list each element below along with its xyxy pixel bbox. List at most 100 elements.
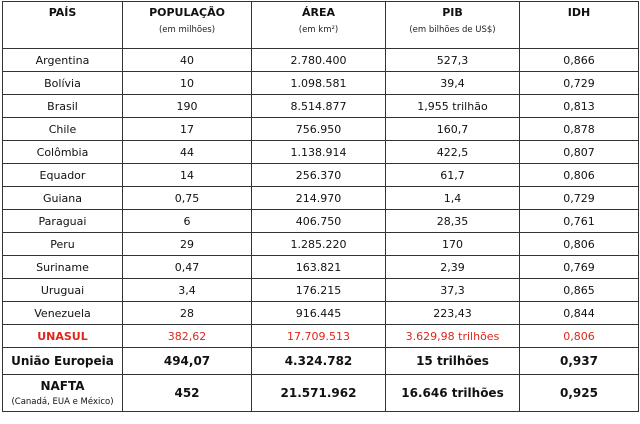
table-header: PAÍS POPULAÇÃO (em milhões) ÁREA (em km²) … bbox=[2, 1, 639, 49]
cell-gdp: 28,35 bbox=[385, 209, 520, 233]
cell-country: Chile bbox=[2, 117, 123, 141]
table-row: Peru 29 1.285.220 170 0,806 bbox=[2, 232, 639, 256]
cell-population: 190 bbox=[122, 94, 252, 118]
nafta-title: NAFTA bbox=[40, 379, 85, 393]
cell-unasul-name: UNASUL bbox=[2, 324, 123, 348]
cell-gdp: 223,43 bbox=[385, 301, 520, 325]
cell-population: 44 bbox=[122, 140, 252, 164]
cell-hdi: 0,807 bbox=[519, 140, 639, 164]
header-populacao-title: POPULAÇÃO bbox=[149, 6, 225, 19]
header-populacao: POPULAÇÃO (em milhões) bbox=[122, 1, 252, 49]
unasul-row: UNASUL 382,62 17.709.513 3.629,98 trilhões 0… bbox=[2, 324, 639, 348]
cell-population: 17 bbox=[122, 117, 252, 141]
cell-area: 256.370 bbox=[251, 163, 386, 187]
table-row: Paraguai 6 406.750 28,35 0,761 bbox=[2, 209, 639, 233]
cell-hdi: 0,878 bbox=[519, 117, 639, 141]
table-row: Equador 14 256.370 61,7 0,806 bbox=[2, 163, 639, 187]
table-row: Venezuela 28 916.445 223,43 0,844 bbox=[2, 301, 639, 325]
cell-country: Uruguai bbox=[2, 278, 123, 302]
cell-unasul-hdi: 0,806 bbox=[519, 324, 639, 348]
ue-row: União Europeia 494,07 4.324.782 15 trilhões… bbox=[2, 347, 639, 375]
cell-population: 0,47 bbox=[122, 255, 252, 279]
cell-ue-area: 4.324.782 bbox=[251, 347, 386, 375]
cell-area: 916.445 bbox=[251, 301, 386, 325]
header-row: PAÍS POPULAÇÃO (em milhões) ÁREA (em km²) … bbox=[2, 1, 639, 49]
cell-country: Peru bbox=[2, 232, 123, 256]
header-pais-title: PAÍS bbox=[48, 6, 77, 19]
header-pib-title: PIB bbox=[442, 6, 463, 19]
cell-gdp: 2,39 bbox=[385, 255, 520, 279]
cell-gdp: 39,4 bbox=[385, 71, 520, 95]
cell-population: 10 bbox=[122, 71, 252, 95]
header-populacao-unit: (em milhões) bbox=[158, 25, 216, 35]
cell-area: 756.950 bbox=[251, 117, 386, 141]
cell-ue-gdp: 15 trilhões bbox=[385, 347, 520, 375]
cell-country: Brasil bbox=[2, 94, 123, 118]
cell-ue-population: 494,07 bbox=[122, 347, 252, 375]
header-area-title: ÁREA bbox=[301, 6, 335, 19]
cell-gdp: 37,3 bbox=[385, 278, 520, 302]
table-container: PAÍS POPULAÇÃO (em milhões) ÁREA (em km²) … bbox=[2, 1, 639, 412]
table-row: Uruguai 3,4 176.215 37,3 0,865 bbox=[2, 278, 639, 302]
header-pib-unit: (em bilhões de US$) bbox=[409, 25, 496, 35]
cell-population: 14 bbox=[122, 163, 252, 187]
cell-area: 1.098.581 bbox=[251, 71, 386, 95]
cell-population: 28 bbox=[122, 301, 252, 325]
cell-unasul-gdp: 3.629,98 trilhões bbox=[385, 324, 520, 348]
cell-country: Suriname bbox=[2, 255, 123, 279]
table-row: Bolívia 10 1.098.581 39,4 0,729 bbox=[2, 71, 639, 95]
cell-gdp: 170 bbox=[385, 232, 520, 256]
cell-ue-hdi: 0,937 bbox=[519, 347, 639, 375]
cell-unasul-population: 382,62 bbox=[122, 324, 252, 348]
cell-hdi: 0,761 bbox=[519, 209, 639, 233]
cell-nafta-gdp: 16.646 trilhões bbox=[385, 374, 520, 412]
cell-gdp: 422,5 bbox=[385, 140, 520, 164]
table-row: Chile 17 756.950 160,7 0,878 bbox=[2, 117, 639, 141]
header-area-unit: (em km²) bbox=[298, 25, 339, 35]
cell-gdp: 61,7 bbox=[385, 163, 520, 187]
cell-area: 163.821 bbox=[251, 255, 386, 279]
cell-country: Argentina bbox=[2, 48, 123, 72]
cell-hdi: 0,769 bbox=[519, 255, 639, 279]
cell-country: Guiana bbox=[2, 186, 123, 210]
table-row: Brasil 190 8.514.877 1,955 trilhão 0,813 bbox=[2, 94, 639, 118]
cell-gdp: 1,955 trilhão bbox=[385, 94, 520, 118]
cell-hdi: 0,806 bbox=[519, 232, 639, 256]
table-body: Argentina 40 2.780.400 527,3 0,866 Bolívia 10… bbox=[2, 48, 639, 412]
table-row: Argentina 40 2.780.400 527,3 0,866 bbox=[2, 48, 639, 72]
cell-population: 3,4 bbox=[122, 278, 252, 302]
header-pais: PAÍS bbox=[2, 1, 123, 49]
cell-population: 0,75 bbox=[122, 186, 252, 210]
cell-area: 1.138.914 bbox=[251, 140, 386, 164]
header-idh: IDH bbox=[519, 1, 639, 49]
nafta-members: (Canadá, EUA e México) bbox=[11, 397, 114, 407]
header-idh-title: IDH bbox=[567, 6, 591, 19]
cell-population: 29 bbox=[122, 232, 252, 256]
nafta-row: NAFTA (Canadá, EUA e México) 452 21.571.962… bbox=[2, 374, 639, 412]
cell-ue-name: União Europeia bbox=[2, 347, 123, 375]
cell-area: 176.215 bbox=[251, 278, 386, 302]
cell-country: Bolívia bbox=[2, 71, 123, 95]
table-row: Suriname 0,47 163.821 2,39 0,769 bbox=[2, 255, 639, 279]
cell-unasul-area: 17.709.513 bbox=[251, 324, 386, 348]
cell-population: 6 bbox=[122, 209, 252, 233]
cell-nafta-hdi: 0,925 bbox=[519, 374, 639, 412]
cell-hdi: 0,806 bbox=[519, 163, 639, 187]
cell-nafta-area: 21.571.962 bbox=[251, 374, 386, 412]
header-area: ÁREA (em km²) bbox=[251, 1, 386, 49]
cell-area: 214.970 bbox=[251, 186, 386, 210]
cell-country: Colômbia bbox=[2, 140, 123, 164]
table-row: Colômbia 44 1.138.914 422,5 0,807 bbox=[2, 140, 639, 164]
cell-population: 40 bbox=[122, 48, 252, 72]
cell-hdi: 0,729 bbox=[519, 71, 639, 95]
cell-gdp: 1,4 bbox=[385, 186, 520, 210]
cell-country: Paraguai bbox=[2, 209, 123, 233]
comparison-table: PAÍS POPULAÇÃO (em milhões) ÁREA (em km²) … bbox=[2, 1, 639, 412]
table-row: Guiana 0,75 214.970 1,4 0,729 bbox=[2, 186, 639, 210]
cell-hdi: 0,813 bbox=[519, 94, 639, 118]
cell-hdi: 0,865 bbox=[519, 278, 639, 302]
cell-hdi: 0,844 bbox=[519, 301, 639, 325]
cell-area: 406.750 bbox=[251, 209, 386, 233]
cell-hdi: 0,729 bbox=[519, 186, 639, 210]
cell-gdp: 160,7 bbox=[385, 117, 520, 141]
